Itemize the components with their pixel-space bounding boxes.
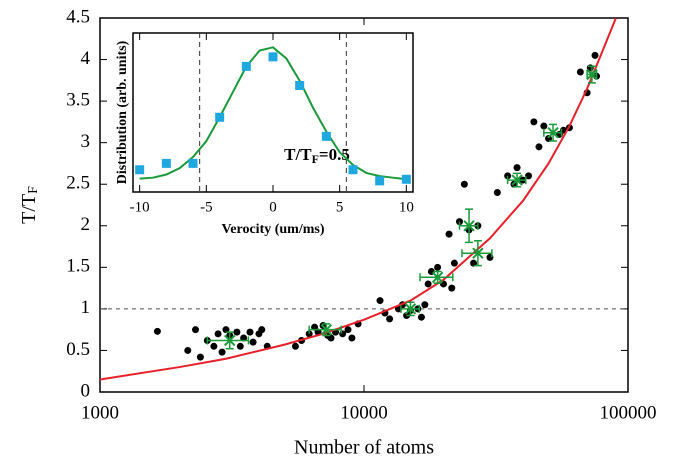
data-point xyxy=(344,326,352,334)
y-axis-label: T/TF xyxy=(18,186,42,224)
data-point xyxy=(386,315,394,323)
data-point xyxy=(184,346,192,354)
data-point xyxy=(445,230,453,238)
data-point xyxy=(233,328,241,336)
data-point xyxy=(295,80,305,90)
data-point xyxy=(153,327,161,335)
data-point xyxy=(135,165,145,175)
annotation-part: =0.5 xyxy=(319,145,350,164)
data-point xyxy=(417,313,425,321)
x-axis-label: Number of atoms xyxy=(294,437,434,459)
y-tick-label: 3.5 xyxy=(66,89,90,110)
data-point xyxy=(348,165,358,175)
data-point xyxy=(305,330,313,338)
y-axis-label-part: T/T xyxy=(18,194,40,224)
data-point xyxy=(210,342,218,350)
data-point xyxy=(511,174,523,186)
annotation: T/TF=0.5 xyxy=(284,145,350,166)
error-bar xyxy=(206,336,250,345)
data-point xyxy=(472,247,484,259)
data-point xyxy=(236,342,244,350)
data-point xyxy=(196,353,204,361)
data-point xyxy=(591,51,599,59)
data-point xyxy=(404,303,417,315)
data-point xyxy=(161,158,171,168)
y-tick-label: 4 xyxy=(81,48,91,69)
y-tick-label: 2.5 xyxy=(66,173,90,194)
data-point xyxy=(540,122,548,130)
data-point xyxy=(191,326,199,334)
data-point xyxy=(434,263,442,271)
y-tick-label: 0 xyxy=(81,380,91,401)
data-point xyxy=(547,126,559,139)
data-point xyxy=(215,112,225,122)
data-point xyxy=(460,180,468,188)
data-point xyxy=(348,334,356,342)
x-tick-label: 1000 xyxy=(81,402,119,423)
data-point xyxy=(241,61,251,71)
data-point xyxy=(421,301,429,309)
data-point xyxy=(424,280,432,288)
y-axis-label: Distribution (arb. units) xyxy=(115,40,130,184)
data-point xyxy=(493,189,501,197)
x-tick-label: 0 xyxy=(269,199,277,215)
data-point xyxy=(535,143,543,151)
curve xyxy=(100,18,617,381)
data-point xyxy=(188,158,198,168)
data-point xyxy=(401,174,411,184)
data-point xyxy=(375,176,385,186)
y-tick-label: 4.5 xyxy=(66,6,90,27)
data-point xyxy=(376,297,384,305)
annotation-part: T/T xyxy=(284,145,312,164)
y-tick-label: 1 xyxy=(81,297,91,318)
data-point xyxy=(249,338,257,346)
data-point xyxy=(258,326,266,334)
y-tick-label: 3 xyxy=(81,131,91,152)
y-axis-label-part: Distribution (arb. units) xyxy=(115,40,130,184)
x-tick-label: 10000 xyxy=(340,402,388,423)
data-point xyxy=(530,118,538,126)
x-tick-label: 10 xyxy=(399,199,414,215)
data-point xyxy=(463,220,475,232)
data-point xyxy=(246,328,254,336)
data-point xyxy=(431,271,444,284)
data-point xyxy=(504,172,512,180)
x-tick-label: 5 xyxy=(336,199,344,215)
x-tick-label: -10 xyxy=(130,199,150,215)
data-point xyxy=(525,172,533,180)
x-tick-label: -5 xyxy=(200,199,213,215)
data-point xyxy=(455,218,463,226)
data-point xyxy=(320,323,333,336)
data-point xyxy=(450,259,458,267)
data-point xyxy=(321,131,331,141)
data-point xyxy=(586,68,598,81)
data-point xyxy=(448,284,456,292)
x-tick-label: 100000 xyxy=(600,402,657,423)
curve xyxy=(139,46,407,181)
y-axis-label-part: F xyxy=(26,186,41,194)
data-point xyxy=(218,348,226,356)
data-point xyxy=(224,334,236,347)
data-point xyxy=(268,52,278,62)
y-tick-label: 0.5 xyxy=(66,339,90,360)
data-point xyxy=(513,164,521,172)
y-tick-label: 2 xyxy=(81,214,91,235)
data-point xyxy=(291,342,299,350)
y-tick-label: 1.5 xyxy=(66,256,90,277)
plot: -10 -5 0 5 10 Verocity (um/ms) Distribution (a… xyxy=(115,32,414,237)
x-axis-label: Verocity (um/ms) xyxy=(221,222,324,237)
data-point xyxy=(214,330,222,338)
data-point xyxy=(576,68,584,76)
annotation-part: F xyxy=(312,152,319,166)
